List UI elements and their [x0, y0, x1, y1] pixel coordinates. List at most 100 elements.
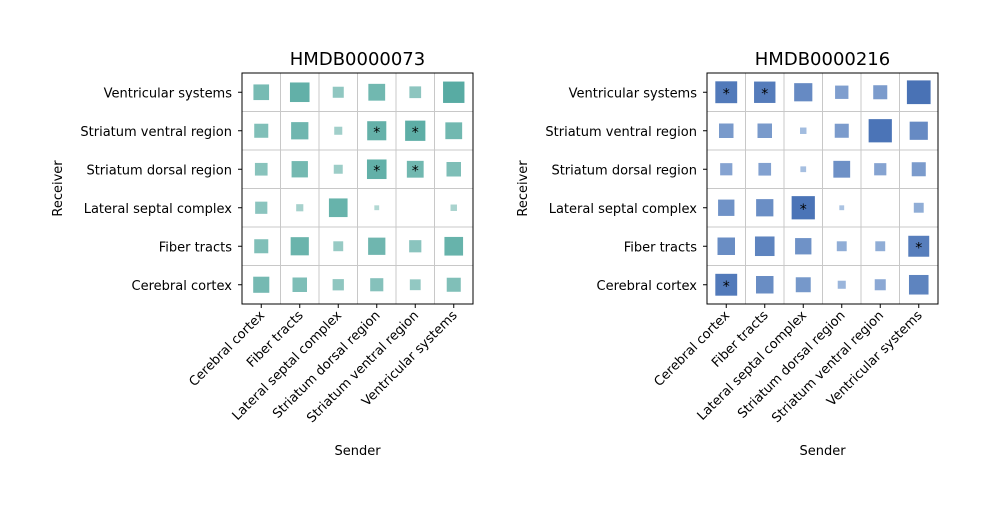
chart-title: HMDB0000073	[290, 49, 425, 70]
heatmap-cell	[366, 159, 387, 180]
heatmap-cell	[719, 123, 734, 138]
heatmap-cell	[911, 162, 926, 177]
heatmap-cell	[289, 82, 310, 103]
heatmap-cell	[374, 205, 380, 211]
significance-marker: *	[915, 240, 922, 256]
chart-title: HMDB0000216	[755, 49, 890, 70]
heatmap-cell	[409, 279, 421, 291]
heatmap-cell	[444, 236, 464, 256]
heatmap-cell	[367, 121, 387, 141]
plot-frame	[706, 72, 939, 305]
heatmap-cell	[908, 274, 929, 295]
heatmap-cell	[715, 81, 738, 104]
heatmap-cell	[409, 240, 422, 253]
heatmap-cell	[718, 199, 735, 216]
heatmap-cell	[254, 239, 269, 254]
heatmap-cell	[332, 86, 344, 98]
heatmap-cell	[839, 205, 845, 211]
heatmap-cell	[874, 163, 887, 176]
significance-marker: *	[373, 163, 380, 179]
y-tick-label: Striatum dorsal region	[551, 163, 697, 178]
heatmap-cell	[794, 83, 813, 102]
x-axis-label: Sender	[334, 444, 381, 459]
heatmap-cell	[254, 162, 268, 176]
y-tick-label: Fiber tracts	[159, 240, 233, 255]
y-tick-label: Striatum dorsal region	[86, 163, 232, 178]
heatmap-cell	[758, 162, 772, 176]
heatmap-cell	[835, 85, 849, 99]
heatmap-cell	[791, 196, 815, 220]
heatmap-cell	[875, 241, 886, 252]
heatmap-cell	[906, 80, 931, 105]
y-tick-label: Lateral septal complex	[549, 202, 698, 217]
heatmap-cell	[333, 241, 344, 252]
heatmap-cell	[446, 277, 461, 292]
y-tick-label: Cerebral cortex	[597, 279, 698, 294]
significance-marker: *	[761, 86, 768, 102]
y-tick-label: Fiber tracts	[624, 240, 698, 255]
heatmap-cell	[795, 238, 812, 255]
heatmap-cell	[834, 123, 849, 138]
heatmap-cell	[446, 162, 461, 177]
heatmap-cell	[868, 119, 892, 143]
significance-marker: *	[412, 163, 419, 179]
heatmap-cell	[291, 122, 309, 140]
heatmap-cell	[332, 279, 344, 291]
heatmap-cell	[908, 235, 930, 257]
heatmap-cell	[450, 204, 457, 211]
plot-frame	[241, 72, 474, 305]
heatmap-cell	[255, 201, 268, 214]
heatmap-cell	[290, 237, 309, 256]
heatmap-cell	[754, 236, 775, 257]
y-tick-label: Cerebral cortex	[132, 279, 233, 294]
heatmap-cell	[368, 237, 386, 255]
heatmap-cell	[909, 121, 928, 140]
heatmap-cell	[873, 85, 888, 100]
heatmap-cell	[836, 241, 847, 252]
significance-marker: *	[800, 202, 807, 218]
heatmap-cell	[756, 199, 774, 217]
heatmap-cell	[445, 122, 463, 140]
heatmap-cell	[405, 120, 426, 141]
heatmap-cell	[913, 202, 924, 213]
heatmap-cell	[292, 277, 307, 292]
y-tick-label: Ventricular systems	[569, 86, 698, 101]
y-tick-label: Striatum ventral region	[545, 125, 697, 140]
heatmap-cell	[795, 277, 811, 293]
heatmap-cell	[443, 81, 465, 103]
heatmap-cell	[754, 81, 776, 103]
heatmap-panel-2: * * * * * Ventricular systems Striatum ventral…	[516, 49, 939, 459]
y-axis-label: Receiver	[51, 160, 66, 217]
heatmap-cell	[370, 278, 384, 292]
heatmap-cell	[800, 127, 807, 134]
heatmap-cell	[253, 276, 270, 293]
heatmap-cell	[874, 279, 886, 291]
heatmap-cell	[833, 160, 851, 178]
heatmap-cell	[368, 83, 386, 101]
heatmap-cell	[291, 161, 308, 178]
y-axis-label: Receiver	[516, 160, 531, 217]
heatmap-cell	[756, 276, 774, 294]
y-tick-label: Lateral septal complex	[84, 202, 233, 217]
y-tick-label: Striatum ventral region	[80, 125, 232, 140]
heatmap-cell	[757, 123, 772, 138]
significance-marker: *	[373, 125, 380, 141]
heatmap-cell	[720, 163, 733, 176]
x-axis-label: Sender	[799, 444, 846, 459]
heatmap-cell	[296, 204, 304, 212]
significance-marker: *	[723, 279, 730, 295]
heatmap-cell	[717, 237, 735, 255]
heatmap-cell	[800, 166, 807, 173]
y-tick-label: Ventricular systems	[104, 86, 233, 101]
significance-marker: *	[723, 86, 730, 102]
heatmap-panel-1: * * * * Ventricular systems Striatum ventral …	[51, 49, 474, 459]
heatmap-cell	[334, 126, 343, 135]
heatmap-cell	[253, 84, 270, 101]
significance-marker: *	[412, 125, 419, 141]
heatmap-cell	[254, 123, 269, 138]
heatmap-cell	[328, 198, 348, 218]
heatmap-cell	[333, 164, 343, 174]
heatmap-cell	[715, 273, 738, 296]
heatmap-cell	[837, 280, 846, 289]
